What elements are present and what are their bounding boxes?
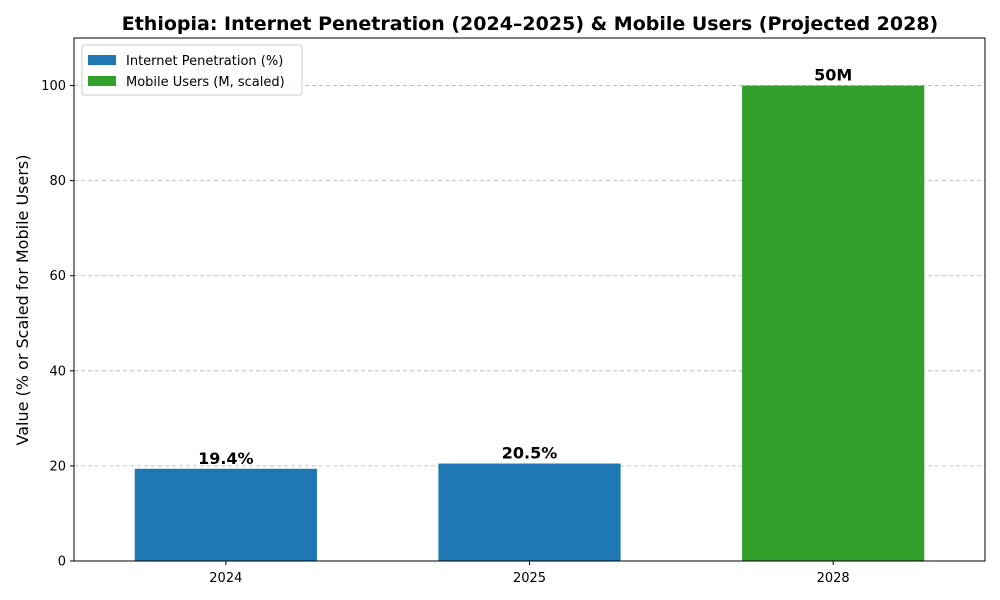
y-axis-title: Value (% or Scaled for Mobile Users) — [13, 155, 32, 446]
legend-box — [81, 44, 303, 96]
bar — [134, 468, 317, 561]
x-tick-label: 2024 — [209, 571, 242, 586]
y-tick-label: 0 — [58, 555, 66, 570]
chart-title: Ethiopia: Internet Penetration (2024–202… — [122, 13, 939, 35]
bars — [134, 85, 925, 561]
bar-value-label: 50M — [814, 66, 852, 85]
legend: Internet Penetration (%) Mobile Users (M,… — [81, 44, 303, 96]
bar — [742, 85, 925, 561]
y-tick-label: 60 — [49, 269, 66, 284]
bar-value-label: 19.4% — [198, 449, 254, 468]
bar-labels: 19.4% 20.5% 50M — [198, 66, 852, 468]
y-tick-label: 80 — [49, 174, 66, 189]
legend-label: Internet Penetration (%) — [126, 54, 283, 69]
y-tick-label: 100 — [41, 79, 66, 94]
legend-swatch — [88, 55, 116, 65]
x-tick-label: 2028 — [817, 571, 850, 586]
y-tick-label: 20 — [49, 459, 66, 474]
y-axis: 0 20 40 60 80 100 — [41, 79, 74, 570]
x-tick-label: 2025 — [513, 571, 546, 586]
bar — [438, 463, 621, 561]
bar-value-label: 20.5% — [502, 444, 558, 463]
legend-label: Mobile Users (M, scaled) — [126, 75, 285, 90]
legend-swatch — [88, 76, 116, 86]
y-tick-label: 40 — [49, 364, 66, 379]
x-axis: 2024 2025 2028 — [209, 561, 850, 586]
